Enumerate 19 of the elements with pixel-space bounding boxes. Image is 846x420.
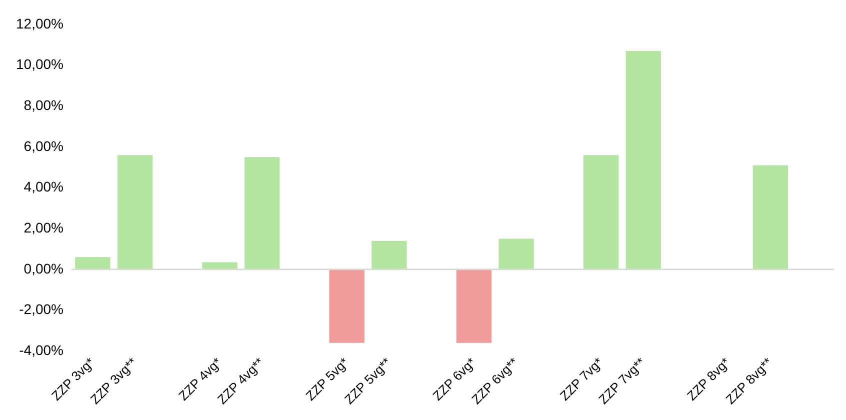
bar <box>329 269 364 343</box>
bar <box>456 269 492 343</box>
bar <box>117 155 153 270</box>
y-tick-label: 8,00% <box>24 96 64 113</box>
bar <box>372 240 407 270</box>
y-tick-label: 2,00% <box>24 219 64 236</box>
y-tick-label: -2,00% <box>19 301 64 318</box>
bar <box>752 165 788 270</box>
y-tick-label: 4,00% <box>24 178 64 195</box>
bar <box>75 257 110 270</box>
y-tick-label: 12,00% <box>16 15 64 32</box>
bar <box>583 155 619 270</box>
bar <box>244 157 280 270</box>
y-tick-label: 0,00% <box>24 260 64 276</box>
y-tick-label: 10,00% <box>16 56 64 72</box>
bar <box>498 238 534 270</box>
y-tick-label: 6,00% <box>24 138 64 154</box>
y-tick-label: -4,00% <box>19 342 64 358</box>
bar <box>626 50 661 270</box>
